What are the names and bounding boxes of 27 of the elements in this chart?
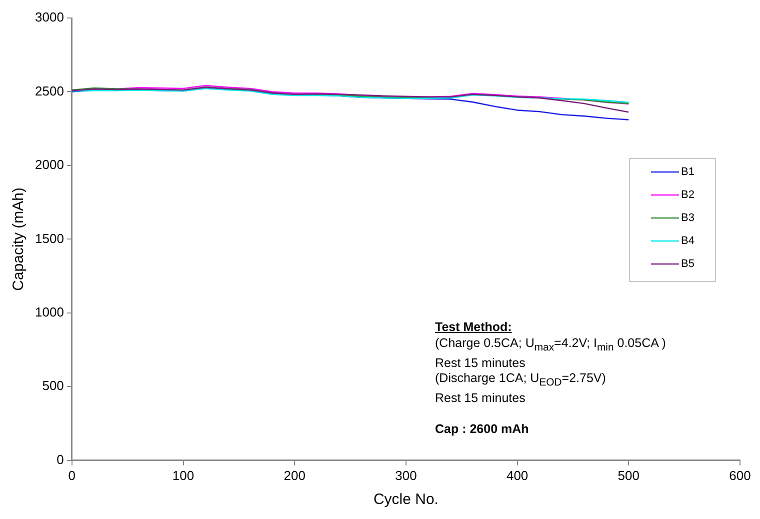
x-axis-title: Cycle No.	[373, 491, 438, 508]
y-tick-label: 1000	[35, 304, 64, 320]
legend-label: B3	[681, 212, 694, 224]
annotation: (Charge 0.5CA; U$_{max}$=4.2V; I$_{min}$ 0.05CA )	[435, 336, 666, 355]
x-tick-label: 100	[172, 468, 194, 483]
y-axis-title: Capacity (mAh)	[10, 188, 28, 291]
annotation: Cap : 2600 mAh	[435, 422, 530, 438]
y-tick-label: 2000	[35, 157, 64, 172]
y-tick-label: 0	[56, 452, 64, 467]
legend-label: B1	[681, 166, 694, 178]
annotation: Rest 15 minutes	[435, 391, 526, 406]
legend-label: B5	[681, 258, 694, 270]
annotation: (Discharge 1CA; U$_{EOD}$=2.75V)	[435, 371, 607, 390]
y-tick-label: 1500	[35, 230, 64, 246]
annotation: Test Method:	[435, 320, 513, 336]
x-tick-label: 600	[729, 468, 751, 483]
x-tick-label: 400	[506, 468, 528, 483]
x-tick-label: 0	[68, 468, 76, 483]
legend-label: B4	[681, 235, 694, 248]
legend-label: B2	[681, 189, 694, 202]
x-tick-label: 300	[395, 468, 417, 483]
x-tick-label: 500	[618, 468, 640, 483]
y-tick-label: 2500	[35, 83, 64, 98]
annotation: Rest 15 minutes	[435, 356, 526, 371]
y-tick-label: 3000	[35, 10, 64, 25]
y-tick-label: 500	[42, 378, 64, 394]
x-tick-label: 200	[284, 468, 306, 483]
